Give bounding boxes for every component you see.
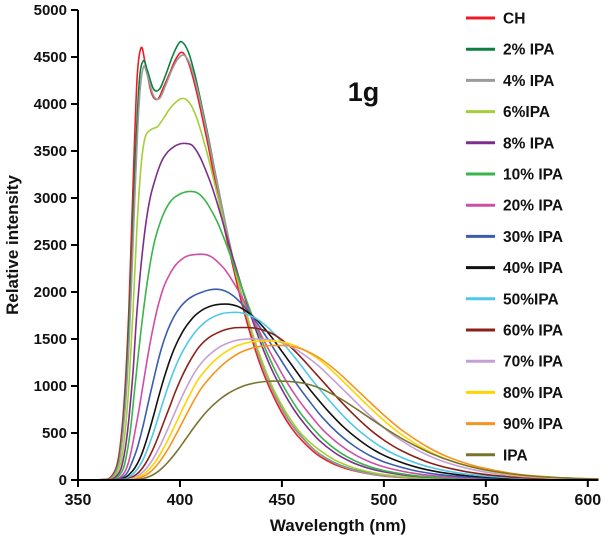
series-line-4%-ipa xyxy=(77,54,599,481)
y-tick-label: 4500 xyxy=(34,49,67,66)
legend: CH 2% IPA 4% IPA 6%IPA 8% IPA 10% IPA 20% IPA 3… xyxy=(466,11,563,464)
y-tick-label: 3500 xyxy=(34,143,67,160)
legend-label: 10% IPA xyxy=(503,167,563,184)
x-axis-label: Wavelength (nm) xyxy=(270,516,406,535)
series-line-80%-ipa xyxy=(77,340,599,481)
y-tick-label: 2000 xyxy=(34,284,67,301)
legend-item: 2% IPA xyxy=(466,42,554,59)
legend-label: 70% IPA xyxy=(503,354,563,371)
series-line-70%-ipa xyxy=(77,338,599,481)
y-tick-label: 1500 xyxy=(34,331,67,348)
legend-item: 8% IPA xyxy=(466,135,554,152)
x-tick-label: 550 xyxy=(472,492,499,509)
legend-item: 50%IPA xyxy=(466,291,559,308)
legend-label: 6%IPA xyxy=(503,104,550,121)
legend-label: 30% IPA xyxy=(503,229,563,246)
legend-label: 40% IPA xyxy=(503,260,563,277)
y-tick-label: 2500 xyxy=(34,237,67,254)
x-tick-label: 350 xyxy=(65,492,92,509)
y-axis-label: Relative intensity xyxy=(3,175,22,315)
axes: 350 400 450 500 550 600 0 500 1000 1500 2000 2500 30… xyxy=(3,2,601,535)
legend-label: 20% IPA xyxy=(503,198,563,215)
legend-item: 80% IPA xyxy=(466,385,563,402)
legend-item: 20% IPA xyxy=(466,198,563,215)
panel-annotation: 1g xyxy=(348,77,380,107)
x-tick-label: 400 xyxy=(167,492,194,509)
legend-label: 2% IPA xyxy=(503,42,554,59)
legend-item: 90% IPA xyxy=(466,416,563,433)
series-line-10%-ipa xyxy=(77,190,599,481)
x-tick-label: 450 xyxy=(269,492,296,509)
legend-label: IPA xyxy=(503,447,528,464)
y-tick-label: 500 xyxy=(42,425,67,442)
legend-item: CH xyxy=(466,11,525,28)
legend-label: 90% IPA xyxy=(503,416,563,433)
series-group xyxy=(77,40,599,481)
legend-label: 60% IPA xyxy=(503,323,563,340)
legend-item: 6%IPA xyxy=(466,104,550,121)
y-tick-label: 0 xyxy=(59,472,67,489)
x-tick-label: 600 xyxy=(574,492,601,509)
legend-item: 30% IPA xyxy=(466,229,563,246)
legend-item: 70% IPA xyxy=(466,354,563,371)
legend-item: 10% IPA xyxy=(466,167,563,184)
series-line-6%ipa xyxy=(77,97,599,481)
x-tick-label: 500 xyxy=(371,492,398,509)
legend-label: CH xyxy=(503,11,525,28)
y-tick-label: 5000 xyxy=(34,2,67,19)
legend-label: 50%IPA xyxy=(503,291,559,308)
series-line-20%-ipa xyxy=(77,253,599,481)
legend-label: 80% IPA xyxy=(503,385,563,402)
series-line-40%-ipa xyxy=(77,303,599,481)
legend-label: 8% IPA xyxy=(503,135,554,152)
series-line-60%-ipa xyxy=(77,326,599,481)
legend-label: 4% IPA xyxy=(503,73,554,90)
y-tick-label: 3000 xyxy=(34,190,67,207)
legend-item: 60% IPA xyxy=(466,323,563,340)
legend-item: 40% IPA xyxy=(466,260,563,277)
legend-item: IPA xyxy=(466,447,528,464)
series-line-30%-ipa xyxy=(77,288,599,481)
y-tick-label: 1000 xyxy=(34,378,67,395)
y-tick-label: 4000 xyxy=(34,96,67,113)
series-line-90%-ipa xyxy=(77,344,599,481)
series-line-8%-ipa xyxy=(77,142,599,481)
series-line-ipa xyxy=(77,380,599,481)
series-line-50%ipa xyxy=(77,311,599,481)
legend-item: 4% IPA xyxy=(466,73,554,90)
